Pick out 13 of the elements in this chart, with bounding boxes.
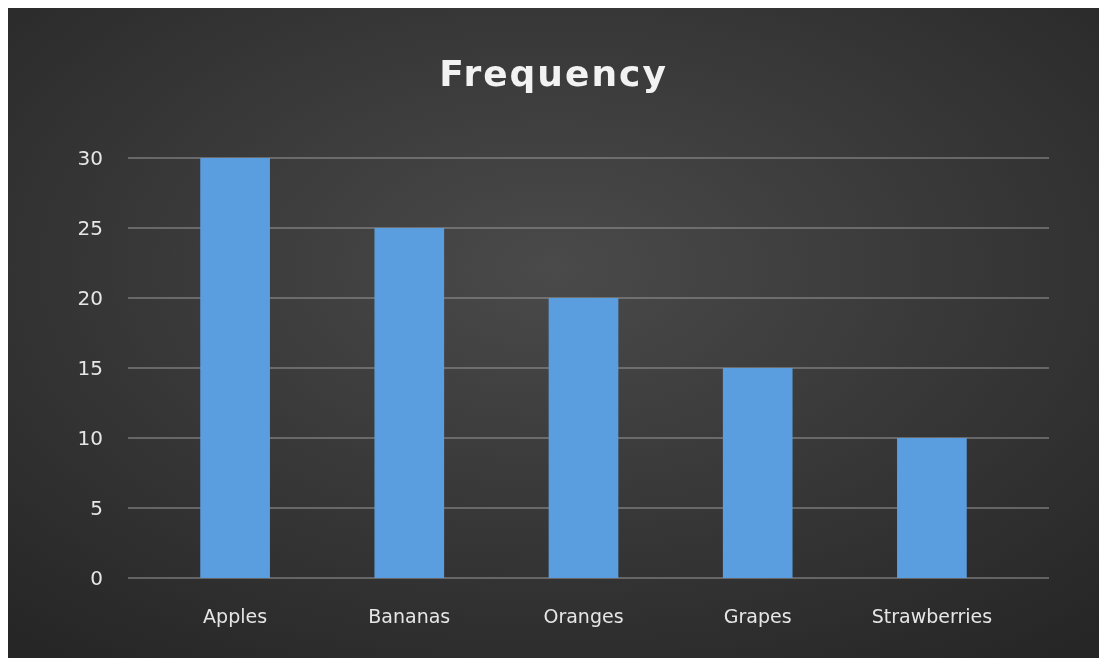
y-tick-label: 30 [77,146,103,170]
x-tick-label: Oranges [543,605,624,627]
y-tick-label: 10 [77,426,103,450]
y-tick-label: 25 [77,216,103,240]
chart-title: Frequency [439,53,668,94]
x-tick-label: Strawberries [871,605,993,627]
y-tick-label: 20 [77,286,103,310]
x-tick-label: Apples [203,605,268,627]
y-tick-label: 15 [77,356,103,380]
x-tick-label: Bananas [368,605,451,627]
x-tick-label: Grapes [723,605,792,627]
y-tick-label: 5 [90,496,103,520]
y-tick-label: 0 [90,566,103,590]
